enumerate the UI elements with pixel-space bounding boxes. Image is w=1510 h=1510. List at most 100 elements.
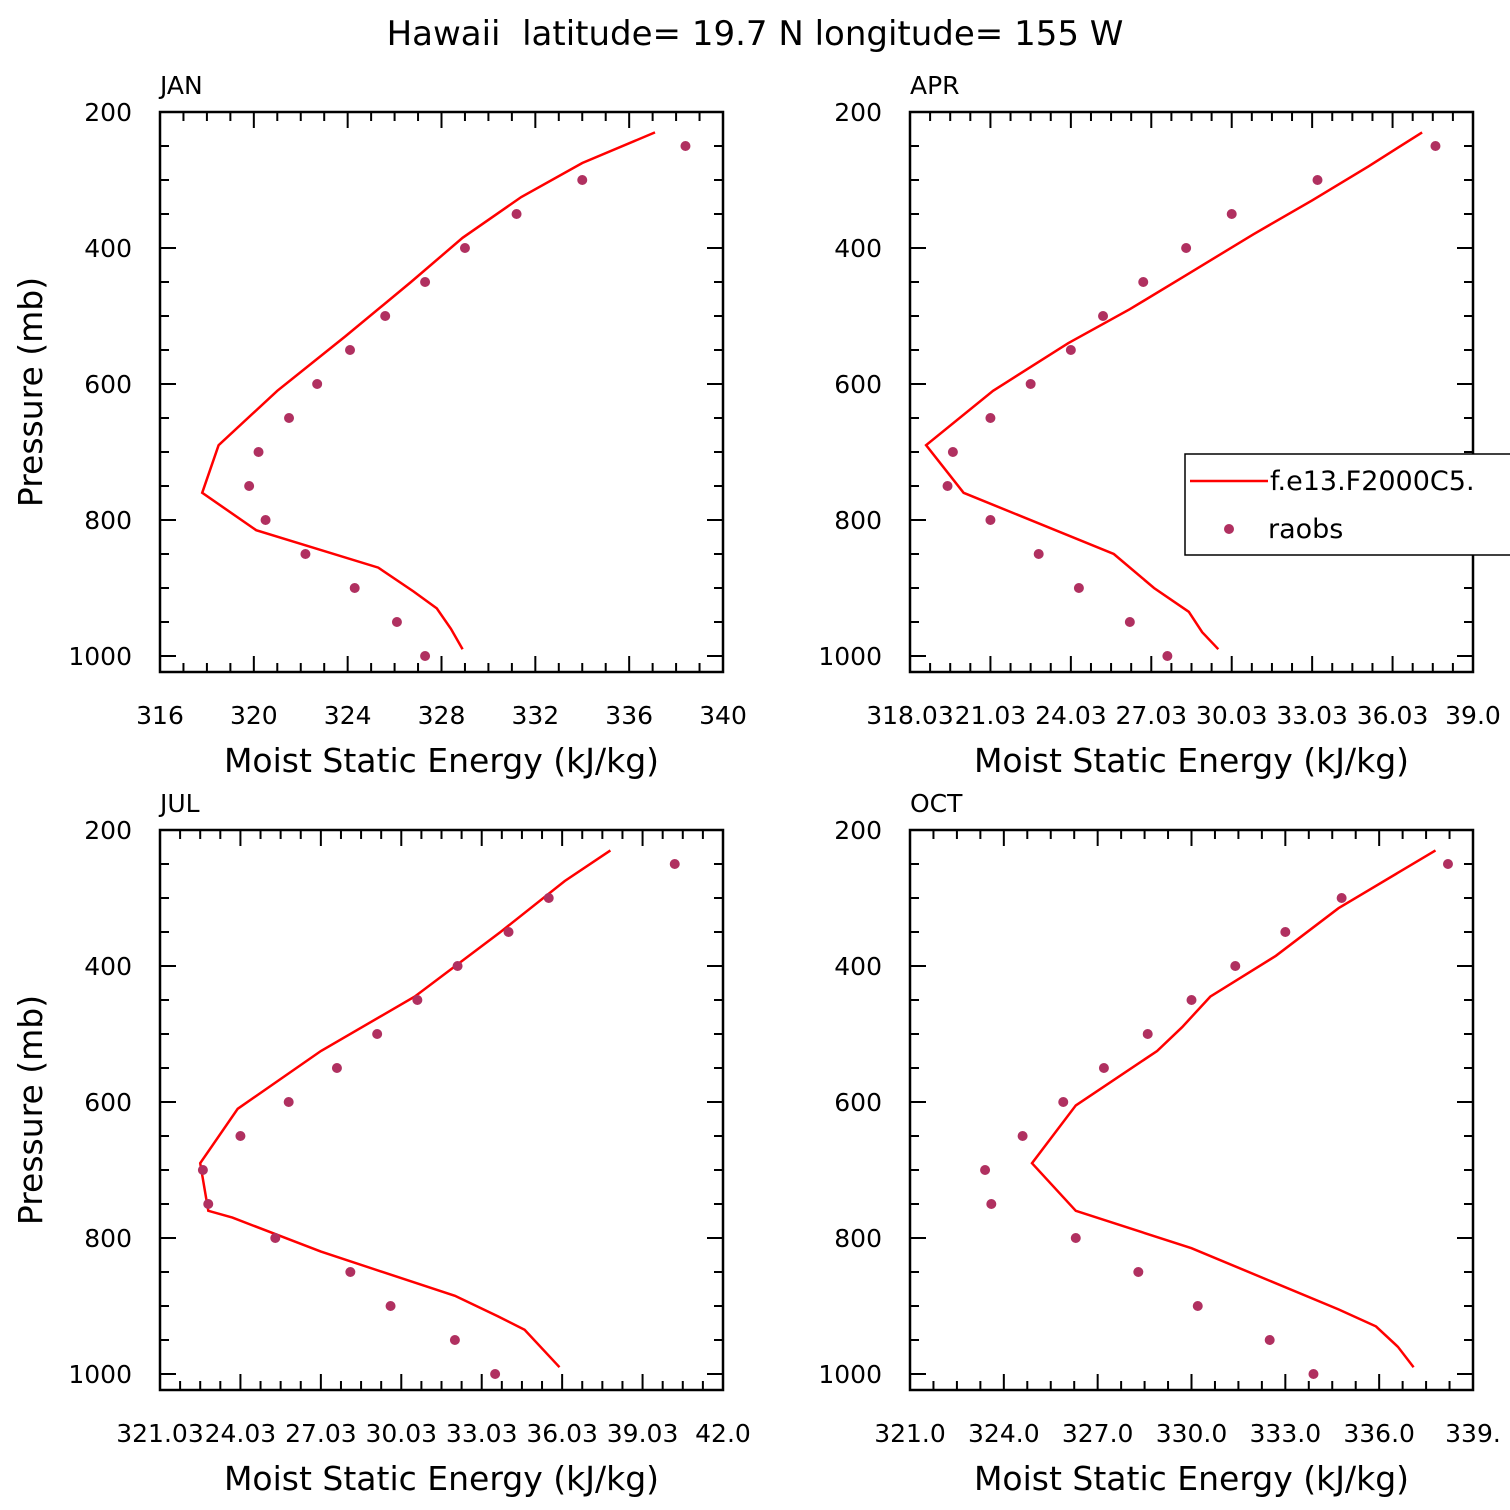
x-tick-label: 340 <box>699 701 747 730</box>
x-tick-label: 24.03 <box>1035 701 1107 730</box>
x-tick-label: 24.03 <box>205 1419 277 1448</box>
x-tick-label: 339. <box>1445 1419 1501 1448</box>
raobs-point <box>1138 277 1149 287</box>
panel-label: OCT <box>910 789 963 818</box>
raobs-point <box>985 515 996 525</box>
raobs-point <box>1070 1233 1081 1243</box>
y-tick-label: 1000 <box>818 642 882 671</box>
x-tick-label: 39.0 <box>1445 701 1501 730</box>
panels: JAN 200 400 600 800 1000 316 320 324 328 332 336 340… <box>11 71 1510 1498</box>
y-tick-label: 600 <box>834 1088 882 1117</box>
raobs-point <box>985 413 996 423</box>
raobs-point <box>203 1199 214 1209</box>
y-tick-label: 800 <box>84 1224 132 1253</box>
chart-panel-jan: JAN 200 400 600 800 1000 316 320 324 328 332 336 340… <box>11 71 747 780</box>
x-axis-title: Moist Static Energy (kJ/kg) <box>224 1459 659 1498</box>
raobs-point <box>503 927 514 937</box>
x-tick-label: 36.03 <box>1357 701 1429 730</box>
x-tick-label: 321.03 <box>116 1419 203 1448</box>
raobs-point <box>1230 961 1241 971</box>
raobs-point <box>1073 583 1084 593</box>
raobs-point <box>1098 311 1109 321</box>
legend-obs-label: raobs <box>1268 514 1343 545</box>
y-tick-label: 600 <box>84 1088 132 1117</box>
model-line <box>924 131 1423 651</box>
y-axis-title: Pressure (mb) <box>11 277 50 507</box>
raobs-point <box>1065 345 1076 355</box>
raobs-point <box>1308 1369 1319 1379</box>
raobs-point <box>420 277 431 287</box>
raobs-point <box>449 1335 460 1345</box>
x-tick-label: 27.03 <box>285 1419 357 1448</box>
plot-frame <box>158 110 725 674</box>
raobs-point <box>1226 209 1237 219</box>
plot-frame <box>908 828 1475 1392</box>
raobs-point <box>543 893 554 903</box>
raobs-point <box>253 447 264 457</box>
raobs-point <box>345 1267 356 1277</box>
raobs-point <box>511 209 522 219</box>
raobs-point <box>669 859 680 869</box>
y-tick-label: 200 <box>84 816 132 845</box>
raobs-point <box>235 1131 246 1141</box>
raobs-point <box>1336 893 1347 903</box>
raobs-point <box>283 1097 294 1107</box>
raobs-point <box>1442 859 1453 869</box>
x-tick-label: 324 <box>324 701 372 730</box>
raobs-point <box>270 1233 281 1243</box>
panel-label: JAN <box>158 71 203 100</box>
raobs-point <box>947 447 958 457</box>
raobs-point <box>1033 549 1044 559</box>
page-title: Hawaii latitude= 19.7 N longitude= 155 W <box>387 14 1124 54</box>
raobs-point <box>1017 1131 1028 1141</box>
raobs-point <box>1181 243 1192 253</box>
legend: f.e13.F2000C5. raobs <box>1184 453 1510 556</box>
x-tick-label: 27.03 <box>1115 701 1187 730</box>
raobs-point <box>942 481 953 491</box>
raobs-point <box>420 651 431 661</box>
chart-panel-oct: OCT 200 400 600 800 1000 321.0 324.0 327.0 330.0 3… <box>818 789 1500 1498</box>
raobs-point <box>260 515 271 525</box>
raobs-point <box>680 141 691 151</box>
x-tick-label: 42.0 <box>695 1419 751 1448</box>
raobs-point <box>986 1199 997 1209</box>
raobs-point <box>412 995 423 1005</box>
raobs-point <box>391 617 402 627</box>
chart-panel-jul: JUL 200 400 600 800 1000 321.03 24.03 27.03 30.03… <box>11 789 751 1498</box>
model-line <box>1030 849 1437 1368</box>
raobs-point <box>372 1029 383 1039</box>
y-tick-label: 1000 <box>68 642 132 671</box>
x-tick-label: 36.03 <box>526 1419 598 1448</box>
x-tick-label: 336 <box>605 701 653 730</box>
plot-frame <box>908 110 1475 674</box>
y-tick-label: 1000 <box>68 1360 132 1389</box>
x-tick-label: 30.03 <box>1196 701 1268 730</box>
raobs-point <box>980 1165 991 1175</box>
raobs-point <box>284 413 295 423</box>
x-tick-label: 39.03 <box>607 1419 679 1448</box>
raobs-point <box>1312 175 1323 185</box>
x-tick-label: 21.03 <box>955 701 1027 730</box>
chart-panel-apr: APR 200 400 600 800 1000 318.03 21.03 24.03 27.03… <box>818 71 1510 780</box>
raobs-point <box>331 1063 342 1073</box>
raobs-point <box>490 1369 501 1379</box>
x-tick-label: 320 <box>230 701 278 730</box>
raobs-point <box>380 311 391 321</box>
plot-frame <box>158 828 725 1392</box>
x-tick-label: 333.0 <box>1250 1419 1322 1448</box>
legend-model-label: f.e13.F2000C5. <box>1270 466 1475 497</box>
raobs-point <box>385 1301 396 1311</box>
raobs-point <box>1430 141 1441 151</box>
raobs-point <box>1280 927 1291 937</box>
panel-label: JUL <box>158 789 200 818</box>
raobs-point <box>349 583 360 593</box>
x-tick-label: 318.03 <box>866 701 953 730</box>
legend-dot-swatch <box>1224 524 1234 534</box>
raobs-point <box>1025 379 1036 389</box>
x-tick-label: 30.03 <box>365 1419 437 1448</box>
x-tick-label: 33.03 <box>1276 701 1348 730</box>
x-axis-title: Moist Static Energy (kJ/kg) <box>974 1459 1409 1498</box>
raobs-point <box>1142 1029 1153 1039</box>
y-tick-label: 200 <box>834 98 882 127</box>
